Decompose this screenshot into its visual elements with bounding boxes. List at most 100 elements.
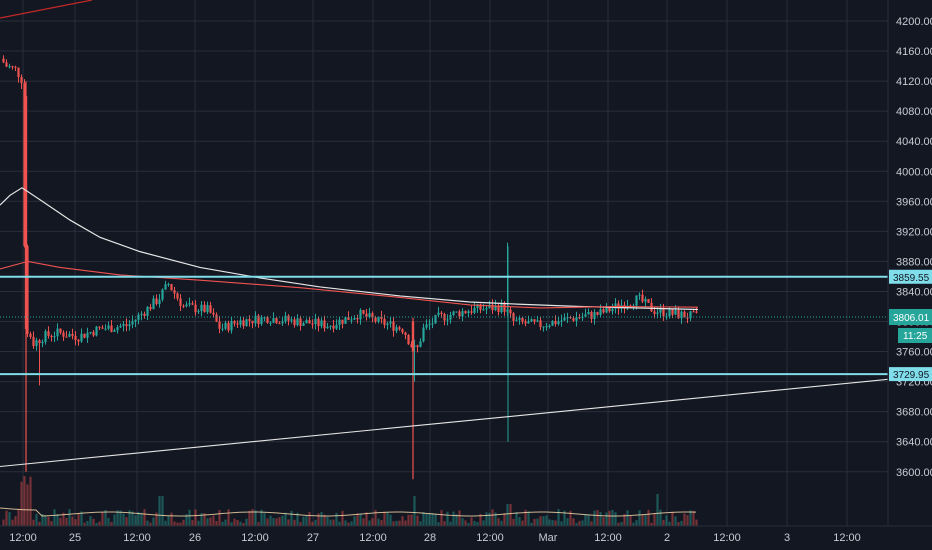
x-tick-label: 12:00	[123, 532, 151, 544]
volume-bar	[455, 514, 458, 526]
candle-body	[44, 331, 47, 342]
volume-bar	[278, 517, 281, 526]
candle-body	[302, 323, 305, 326]
volume-bar	[77, 513, 80, 526]
candle-body	[215, 314, 218, 322]
candle-body	[416, 345, 419, 347]
volume-bar	[233, 518, 236, 526]
trend-line	[0, 378, 889, 468]
candle-body	[296, 318, 299, 326]
candle-body	[455, 311, 458, 313]
x-tick-label: 26	[189, 532, 201, 544]
volume-bar	[308, 511, 311, 526]
volume-bar	[524, 509, 527, 526]
volume-bar	[242, 522, 245, 526]
candle-body	[74, 335, 77, 340]
last-price-label: 3806.01	[893, 313, 930, 324]
y-tick-label: 3640.00	[896, 437, 932, 449]
volume-bar	[89, 516, 92, 526]
volume-bar	[215, 521, 218, 526]
volume-bar	[461, 518, 464, 526]
y-tick-label: 4160.00	[896, 46, 932, 58]
volume-bar	[695, 519, 698, 526]
volume-bar	[254, 510, 257, 526]
candle-body	[644, 299, 647, 302]
volume-bar	[68, 509, 71, 526]
volume-bar	[218, 510, 221, 526]
volume-bar	[563, 510, 566, 526]
volume-bar	[551, 520, 554, 526]
volume-bar	[212, 515, 215, 526]
volume-bar	[443, 521, 446, 526]
candle-body	[50, 335, 53, 338]
volume-bar	[536, 518, 539, 526]
candle-body	[200, 304, 203, 312]
candle-body	[656, 312, 659, 314]
volume-bar	[644, 514, 647, 526]
volume-bar	[476, 522, 479, 526]
volume-bar	[107, 517, 110, 526]
volume-bar	[275, 518, 278, 526]
y-tick-label: 4000.00	[896, 166, 932, 178]
volume-bar	[686, 515, 689, 526]
volume-bar	[116, 510, 119, 526]
level-price-badge	[889, 367, 932, 382]
volume-bar	[365, 512, 368, 526]
volume-bar	[83, 522, 86, 526]
moving-average-line	[0, 187, 699, 311]
candle-body	[539, 320, 542, 328]
candle-body	[254, 315, 257, 324]
candle-body	[239, 320, 242, 325]
volume-bar	[518, 517, 521, 526]
volume-bar	[323, 514, 326, 526]
candle-body	[305, 320, 308, 324]
candle-body	[686, 317, 689, 319]
candle-body	[218, 321, 221, 329]
volume-bar	[554, 520, 557, 526]
candle-body	[182, 305, 185, 307]
candle-body	[467, 311, 470, 314]
volume-bar	[344, 520, 347, 526]
candle-body	[359, 310, 362, 320]
candle-body	[410, 344, 413, 348]
candle-body	[140, 313, 143, 315]
volume-bar	[662, 519, 665, 526]
x-tick-label: 12:00	[9, 532, 37, 544]
volume-bar	[359, 513, 362, 526]
volume-bar	[224, 519, 227, 526]
volume-bar	[569, 510, 572, 526]
volume-bar	[227, 509, 230, 526]
candle-body	[221, 328, 224, 330]
volume-bar	[557, 509, 560, 526]
candle-body	[299, 318, 302, 326]
volume-bar	[32, 519, 35, 526]
candle-body	[695, 311, 698, 313]
volume-bar	[59, 517, 62, 526]
volume-bar	[38, 521, 41, 526]
time-axis[interactable]: 12:00 25 12:00 26 12:00 27 12:00 28 12:00 Mar 12:0…	[9, 532, 861, 544]
volume-bar	[425, 513, 428, 526]
candle-body	[425, 324, 428, 328]
candle-body	[401, 329, 404, 333]
volume-bar	[221, 521, 224, 526]
volume-bar	[599, 511, 602, 526]
volume-bar	[560, 521, 563, 526]
volume-bar	[467, 522, 470, 526]
volume-bar	[347, 522, 350, 526]
candle-body	[353, 318, 356, 320]
volume-bar	[407, 514, 410, 526]
volume-bar	[191, 520, 194, 526]
candle-body	[411, 321, 415, 352]
candle-body	[341, 319, 344, 324]
volume-bar	[263, 513, 266, 526]
volume-bar	[539, 516, 542, 526]
volume-bar	[170, 512, 173, 526]
candle-body	[134, 319, 137, 322]
volume-bar	[143, 509, 146, 526]
candle-body	[35, 340, 38, 347]
volume-bar	[602, 517, 605, 526]
y-tick-label: 3880.00	[896, 256, 932, 268]
volume-bar	[317, 513, 320, 526]
candle-body	[104, 328, 107, 330]
